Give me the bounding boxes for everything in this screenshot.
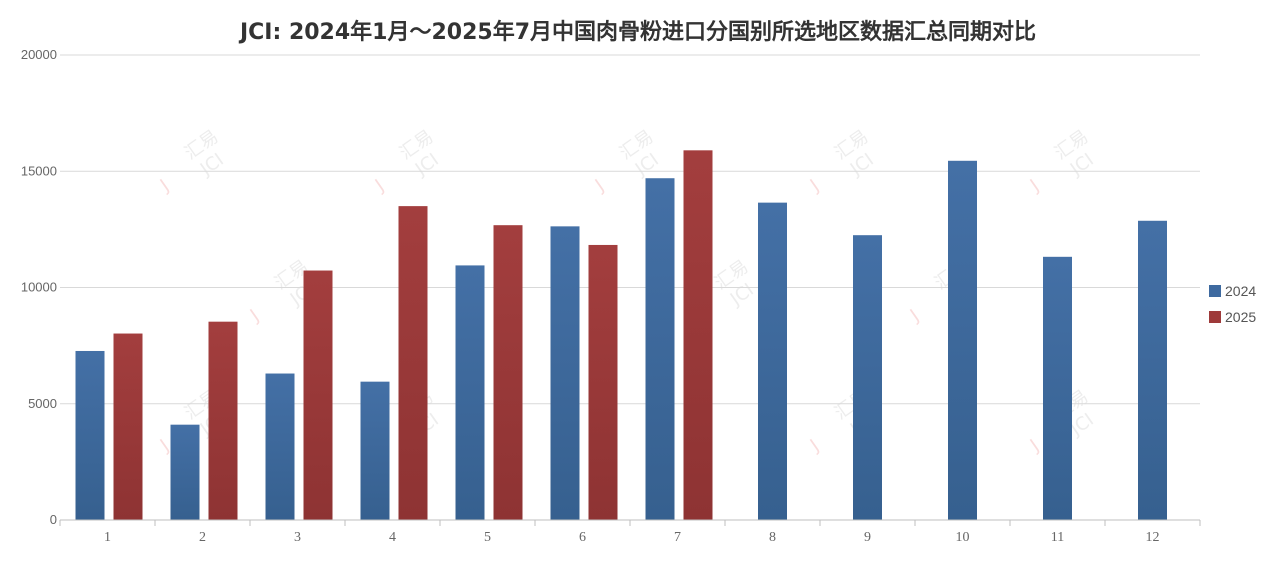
watermark-mark: J — [1026, 435, 1043, 456]
chart-title: JCI: 2024年1月～2025年7月中国肉骨粉进口分国别所选地区数据汇总同期… — [239, 20, 1037, 45]
bar-2024 — [1043, 256, 1072, 520]
y-axis-ticks: 0 5000 10000 15000 20000 — [21, 47, 57, 527]
x-tick-label: 4 — [389, 530, 396, 545]
x-tick-label: 9 — [864, 530, 871, 545]
bar-2025 — [303, 270, 333, 520]
bar-2024 — [1138, 220, 1167, 520]
x-tick-label: 5 — [484, 530, 491, 545]
bar-2024 — [360, 381, 390, 520]
x-axis-ticks: 1 2 3 4 5 6 7 8 9 10 11 12 — [104, 530, 1160, 545]
watermark-mark: J — [246, 305, 263, 326]
y-tick-label: 20000 — [21, 47, 57, 62]
bar-2024 — [550, 226, 580, 521]
bar-2024 — [75, 350, 105, 520]
bar-2024 — [758, 202, 787, 520]
watermark-mark: J — [156, 175, 173, 196]
x-axis — [59, 519, 1201, 526]
watermark-mark: J — [591, 175, 608, 196]
watermark-mark: J — [806, 435, 823, 456]
bar-2025 — [113, 333, 143, 520]
x-tick-label: 10 — [956, 530, 970, 545]
watermark-mark: J — [371, 175, 388, 196]
bar-2024 — [265, 373, 295, 520]
bar-2025 — [683, 150, 713, 520]
bars — [75, 150, 1167, 521]
bar-2025 — [208, 321, 238, 520]
y-tick-label: 5000 — [28, 396, 57, 411]
x-tick-label: 12 — [1146, 530, 1160, 545]
x-tick-label: 11 — [1051, 530, 1064, 545]
bar-2025 — [398, 206, 428, 520]
x-tick-label: 6 — [579, 530, 586, 545]
watermark-mark: J — [906, 305, 923, 326]
y-tick-label: 0 — [50, 512, 57, 527]
bar-2024 — [455, 265, 485, 520]
x-tick-label: 8 — [769, 530, 776, 545]
y-tick-label: 15000 — [21, 163, 57, 178]
x-tick-label: 1 — [104, 530, 111, 545]
bar-2025 — [493, 225, 523, 520]
legend: 2024 2025 — [1209, 283, 1256, 325]
y-tick-label: 10000 — [21, 280, 57, 295]
legend-label-2024: 2024 — [1225, 283, 1256, 299]
bar-2024 — [645, 178, 675, 520]
legend-swatch-2024 — [1209, 285, 1221, 297]
watermark-mark: J — [806, 175, 823, 196]
legend-swatch-2025 — [1209, 311, 1221, 323]
legend-label-2025: 2025 — [1225, 309, 1256, 325]
bar-2024 — [948, 160, 977, 520]
x-tick-label: 2 — [199, 530, 206, 545]
bar-2024 — [853, 235, 882, 520]
bar-2025 — [588, 244, 618, 520]
watermark-mark: J — [1026, 175, 1043, 196]
watermark-mark: J — [156, 435, 173, 456]
x-tick-label: 3 — [294, 530, 301, 545]
x-tick-label: 7 — [674, 530, 681, 545]
bar-2024 — [170, 424, 200, 520]
